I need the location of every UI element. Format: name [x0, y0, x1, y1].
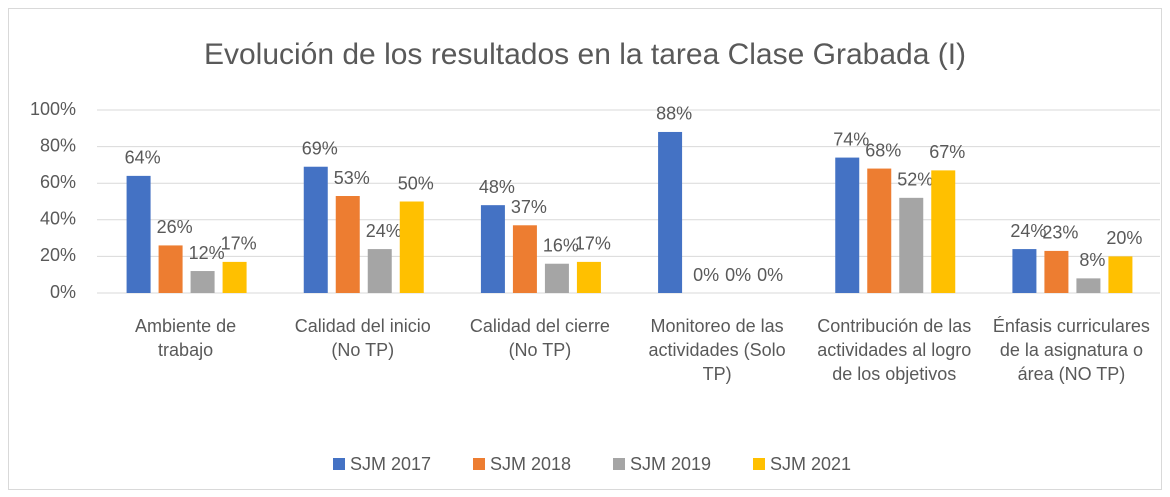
data-label: 0% [725, 265, 751, 285]
data-label: 64% [125, 148, 161, 168]
data-label: 24% [366, 221, 402, 241]
bar [480, 205, 505, 293]
bar [1012, 249, 1037, 293]
y-tick-label: 80% [40, 135, 76, 155]
data-label: 0% [757, 265, 783, 285]
data-label: 17% [221, 234, 257, 254]
bar [367, 249, 392, 293]
chart-border [8, 8, 1162, 490]
bar [576, 261, 601, 293]
bar [1044, 250, 1069, 293]
data-label: 26% [157, 217, 193, 237]
bar [126, 175, 151, 293]
bar [1108, 256, 1133, 293]
data-label: 24% [1010, 221, 1046, 241]
bar [303, 166, 328, 293]
data-label: 53% [334, 168, 370, 188]
data-label: 17% [575, 234, 611, 254]
x-tick-label: Calidad del inicio (No TP) [295, 316, 431, 360]
x-tick-label: Contribución de las actividades al logro d… [817, 316, 971, 384]
legend-label: SJM 2021 [770, 454, 851, 474]
bar [335, 196, 360, 293]
data-label: 88% [656, 104, 692, 124]
legend-swatch [613, 458, 625, 470]
y-tick-label: 0% [50, 282, 76, 302]
legend-swatch [753, 458, 765, 470]
data-label: 0% [693, 265, 719, 285]
data-label: 23% [1042, 223, 1078, 243]
legend-swatch [473, 458, 485, 470]
bar [190, 271, 215, 293]
bar [835, 157, 860, 293]
x-tick-label: Calidad del cierre (No TP) [470, 316, 610, 360]
y-tick-label: 40% [40, 209, 76, 229]
data-label: 69% [302, 138, 338, 158]
y-tick-label: 100% [30, 99, 76, 119]
y-tick-label: 20% [40, 245, 76, 265]
data-label: 20% [1106, 228, 1142, 248]
data-label: 16% [543, 235, 579, 255]
bar [512, 225, 537, 293]
legend-label: SJM 2019 [630, 454, 711, 474]
chart-title: Evolución de los resultados en la tarea … [204, 38, 966, 71]
data-label: 52% [897, 170, 933, 190]
x-tick-label: Ambiente de trabajo [135, 316, 236, 360]
data-label: 8% [1079, 250, 1105, 270]
data-label: 37% [511, 197, 547, 217]
y-tick-label: 60% [40, 172, 76, 192]
legend-swatch [333, 458, 345, 470]
bar [931, 170, 956, 293]
data-label: 12% [189, 243, 225, 263]
bar [222, 261, 247, 293]
bar [1076, 278, 1101, 293]
legend-label: SJM 2018 [490, 454, 571, 474]
bar [867, 168, 892, 293]
bar [158, 245, 183, 293]
x-tick-label: Monitoreo de las actividades (Solo TP) [649, 316, 786, 384]
bar [544, 263, 569, 293]
data-label: 68% [865, 140, 901, 160]
bar [399, 201, 424, 293]
legend-label: SJM 2017 [350, 454, 431, 474]
data-label: 67% [929, 142, 965, 162]
bar [658, 131, 683, 293]
x-tick-label: Énfasis curriculares de la asignatura o ár… [993, 316, 1150, 384]
data-label: 48% [479, 177, 515, 197]
bar [899, 197, 924, 293]
data-label: 50% [398, 173, 434, 193]
data-label: 74% [833, 129, 869, 149]
